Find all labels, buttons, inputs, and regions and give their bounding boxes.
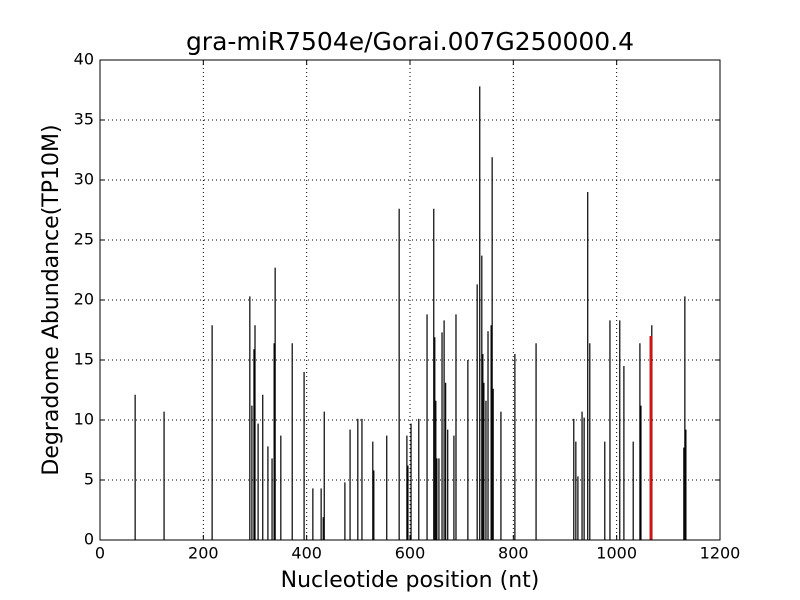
chart-title: gra-miR7504e/Gorai.007G250000.4: [186, 27, 634, 56]
plot-frame: [99, 59, 721, 541]
x-tick-label: 400: [291, 544, 322, 563]
x-tick-label: 0: [95, 544, 105, 563]
y-tick-label: 30: [74, 170, 94, 189]
y-tick-label: 0: [84, 530, 94, 549]
y-tick-label: 10: [74, 410, 94, 429]
x-tick-label: 800: [498, 544, 529, 563]
y-tick-label: 25: [74, 230, 94, 249]
y-tick-label: 20: [74, 290, 94, 309]
x-axis-label: Nucleotide position (nt): [281, 568, 540, 593]
y-tick-label: 15: [74, 350, 94, 369]
x-tick-label: 1000: [596, 544, 637, 563]
y-tick-label: 5: [84, 470, 94, 489]
x-tick-label: 200: [188, 544, 219, 563]
y-axis-label: Degradome Abundance(TP10M): [39, 124, 64, 475]
x-tick-label: 1200: [700, 544, 741, 563]
y-tick-label: 40: [74, 50, 94, 69]
x-tick-label: 600: [395, 544, 426, 563]
y-tick-label: 35: [74, 110, 94, 129]
